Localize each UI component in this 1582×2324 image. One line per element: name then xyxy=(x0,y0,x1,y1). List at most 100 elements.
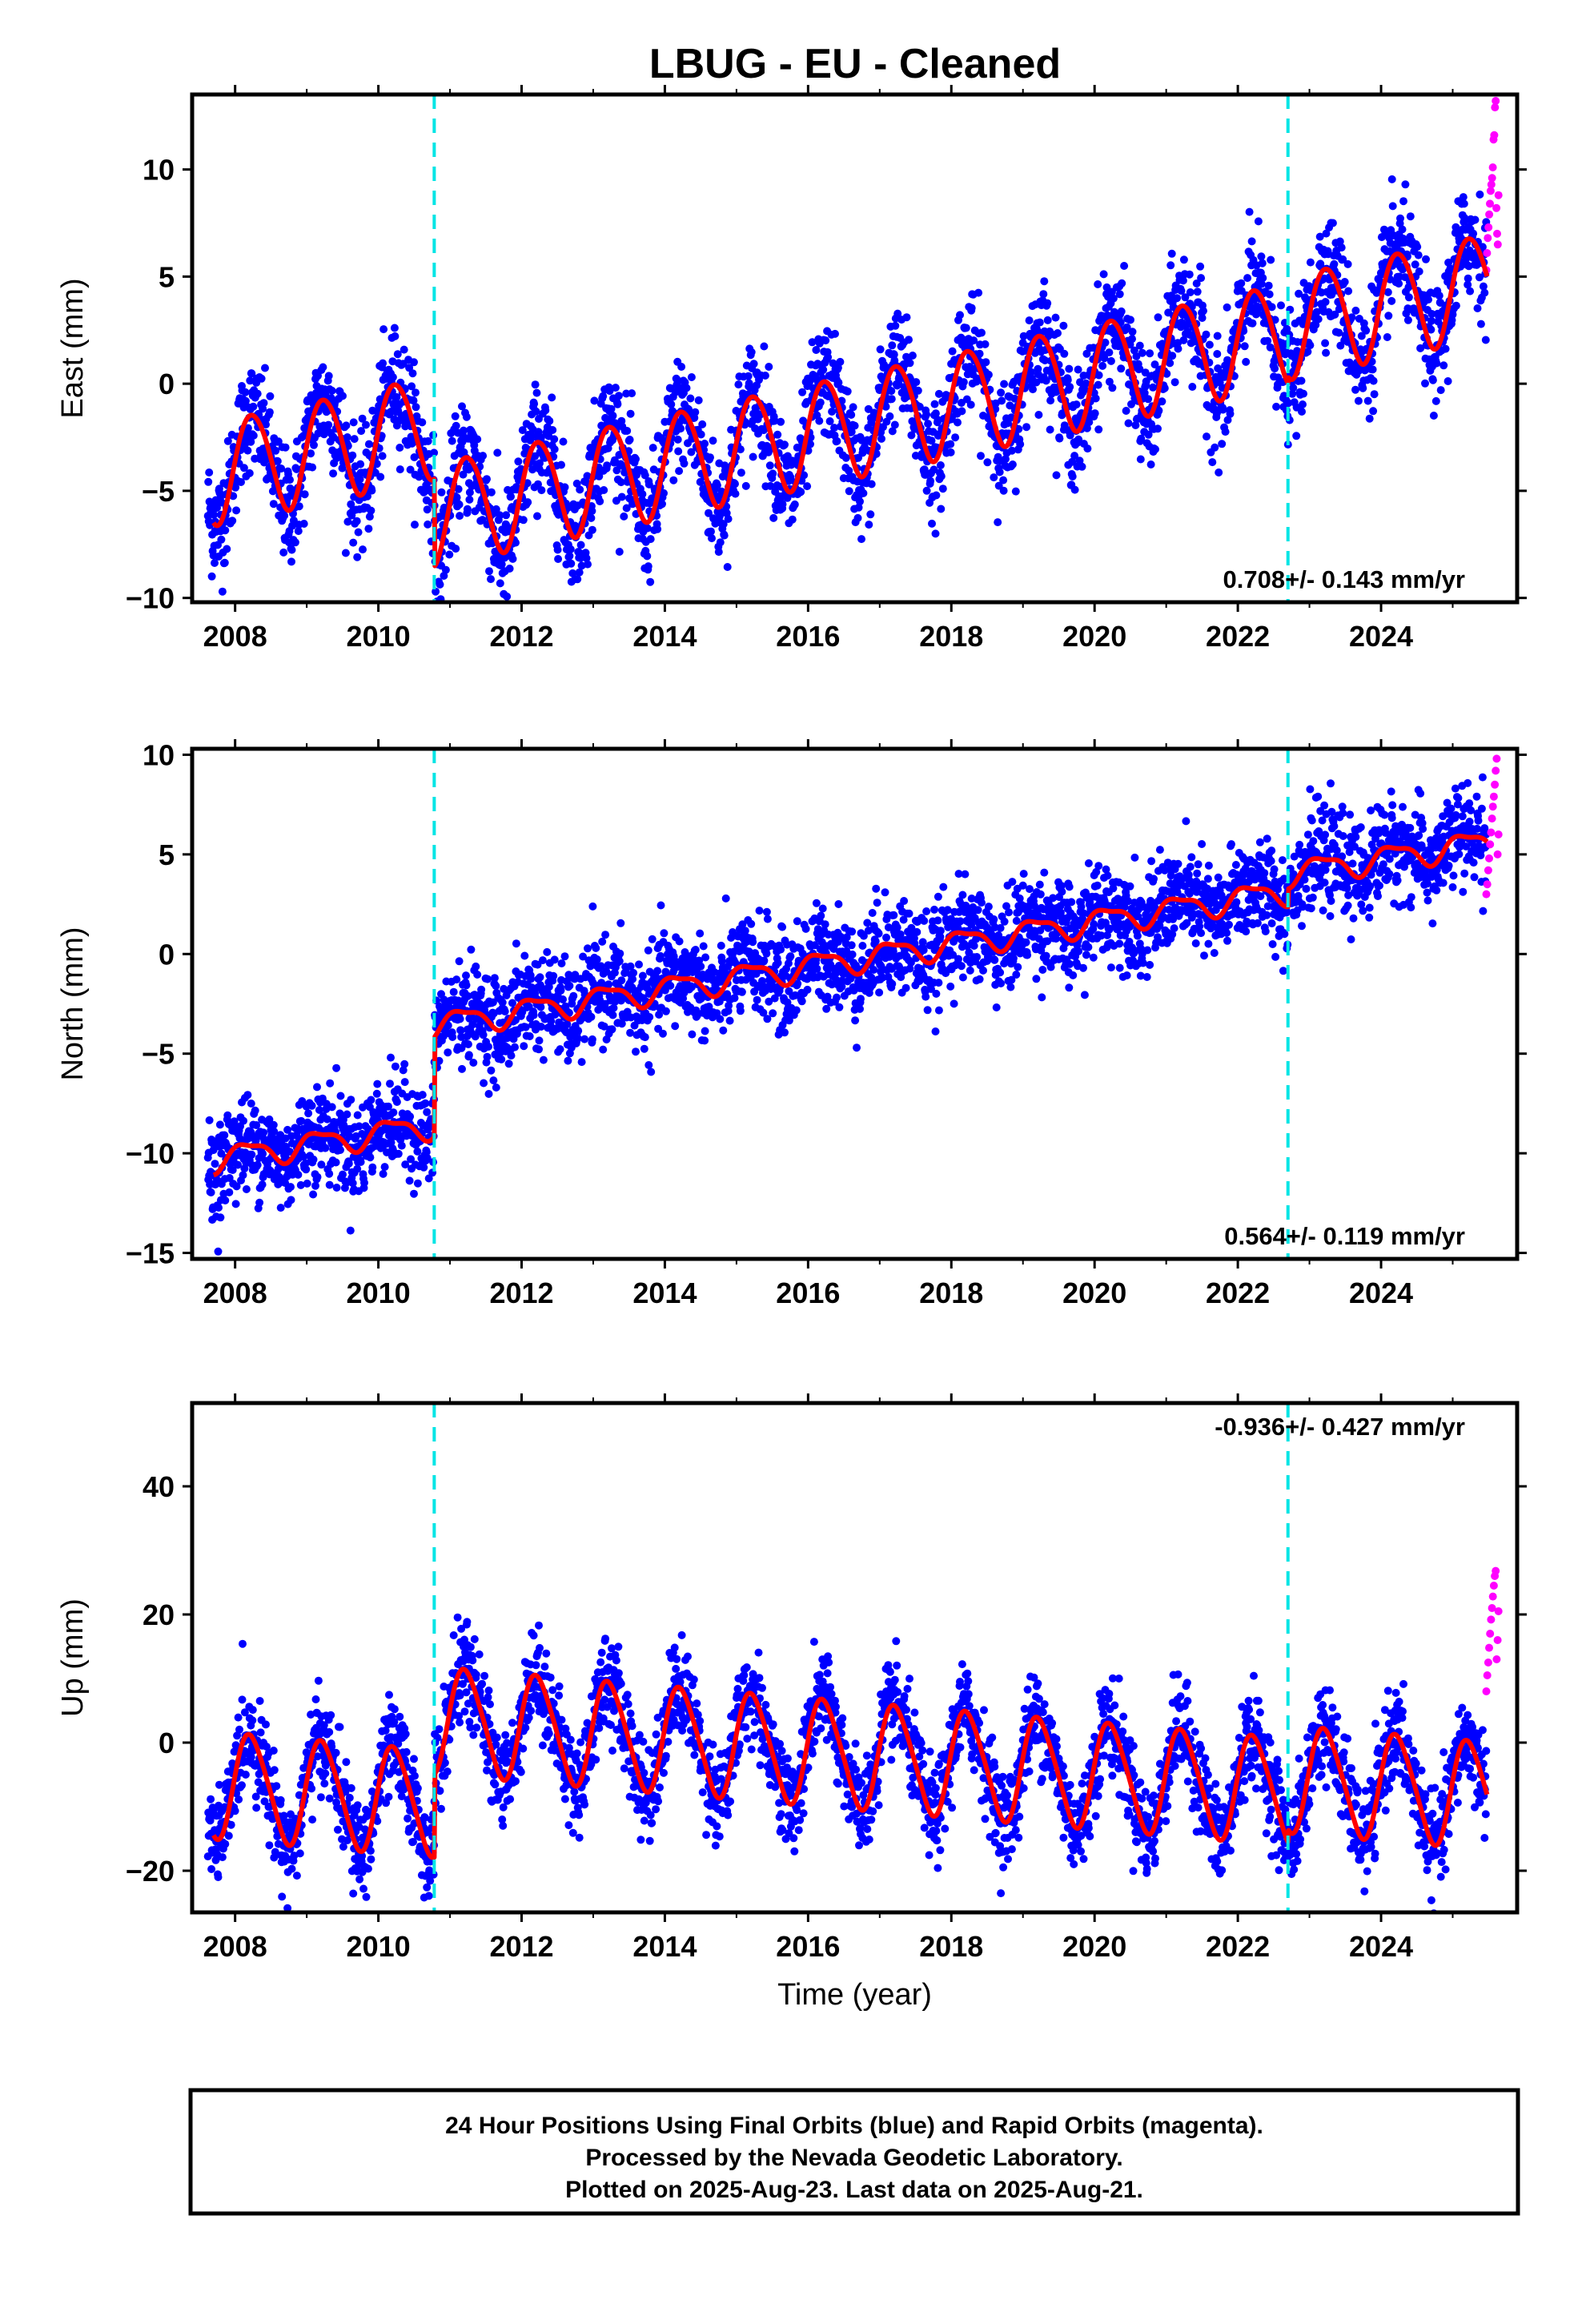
final-orbit-point xyxy=(225,1188,234,1196)
final-orbit-point xyxy=(761,372,769,380)
final-orbit-point xyxy=(1314,315,1323,324)
final-orbit-point xyxy=(1002,455,1010,464)
final-orbit-point xyxy=(1135,364,1144,373)
final-orbit-point xyxy=(835,1003,844,1011)
final-orbit-point xyxy=(356,1158,365,1166)
final-orbit-point xyxy=(614,392,623,400)
final-orbit-point xyxy=(1115,290,1124,299)
final-orbit-point xyxy=(1237,279,1246,287)
final-orbit-point xyxy=(640,1044,648,1053)
final-orbit-point xyxy=(406,1112,415,1121)
final-orbit-point xyxy=(497,560,506,569)
final-orbit-point xyxy=(890,420,899,429)
final-orbit-point xyxy=(828,408,837,416)
final-orbit-point xyxy=(532,407,540,416)
final-orbit-point xyxy=(412,403,420,412)
final-orbit-point xyxy=(500,1007,509,1015)
final-orbit-point xyxy=(1387,175,1396,183)
final-orbit-point xyxy=(1330,259,1339,268)
final-orbit-point xyxy=(623,427,632,435)
final-orbit-point xyxy=(1080,385,1089,394)
final-orbit-point xyxy=(1415,267,1423,275)
final-orbit-point xyxy=(223,545,231,553)
final-orbit-point xyxy=(207,572,216,581)
final-orbit-point xyxy=(269,500,278,509)
final-orbit-point xyxy=(888,427,897,436)
final-orbit-point xyxy=(616,919,625,927)
final-orbit-point xyxy=(1072,400,1081,409)
final-orbit-point xyxy=(616,949,624,958)
final-orbit-point xyxy=(1083,444,1092,453)
final-orbit-point xyxy=(881,402,890,411)
final-orbit-point xyxy=(310,440,318,449)
final-orbit-point xyxy=(309,1155,318,1164)
final-orbit-point xyxy=(295,502,303,511)
final-orbit-point xyxy=(640,1033,649,1042)
final-orbit-point xyxy=(924,420,933,428)
final-orbit-point xyxy=(867,418,876,427)
rapid-orbit-point xyxy=(1484,234,1492,243)
final-orbit-point xyxy=(1401,180,1410,189)
final-orbit-point xyxy=(1126,316,1134,324)
final-orbit-point xyxy=(1124,419,1133,428)
final-orbit-point xyxy=(324,420,333,429)
final-orbit-point xyxy=(353,1111,362,1120)
final-orbit-point xyxy=(492,1084,500,1092)
final-orbit-point xyxy=(1257,252,1266,261)
final-orbit-point xyxy=(436,580,444,589)
final-orbit-point xyxy=(1082,424,1091,432)
final-orbit-point xyxy=(505,565,514,573)
final-orbit-point xyxy=(966,400,975,409)
final-orbit-point xyxy=(358,414,367,423)
final-orbit-point xyxy=(1185,270,1194,279)
final-orbit-point xyxy=(325,1180,334,1189)
final-orbit-point xyxy=(1383,287,1392,296)
final-orbit-point xyxy=(400,345,408,354)
final-orbit-point xyxy=(1174,344,1182,353)
final-orbit-point xyxy=(613,400,622,408)
final-orbit-point xyxy=(1011,487,1020,496)
final-orbit-point xyxy=(646,535,655,544)
final-orbit-point xyxy=(460,426,468,435)
final-orbit-point xyxy=(603,461,612,470)
final-orbit-point xyxy=(934,416,942,424)
final-orbit-point xyxy=(412,388,420,397)
final-orbit-point xyxy=(220,558,229,567)
final-orbit-point xyxy=(866,510,875,519)
final-orbit-point xyxy=(638,490,647,498)
final-orbit-point xyxy=(423,505,432,514)
final-orbit-point xyxy=(1428,376,1437,384)
final-orbit-point xyxy=(215,1120,224,1129)
final-orbit-point xyxy=(1075,456,1084,465)
final-orbit-point xyxy=(342,421,351,430)
final-orbit-point xyxy=(394,1149,403,1158)
final-orbit-point xyxy=(432,587,440,596)
final-orbit-point xyxy=(800,471,809,480)
final-orbit-point xyxy=(566,545,575,553)
final-orbit-point xyxy=(557,959,566,967)
final-orbit-point xyxy=(1105,348,1114,357)
final-orbit-point xyxy=(763,915,772,923)
final-orbit-point xyxy=(1052,471,1061,480)
final-orbit-point xyxy=(677,363,686,371)
final-orbit-point xyxy=(332,1063,341,1072)
final-orbit-point xyxy=(1247,237,1256,246)
final-orbit-point xyxy=(309,1190,318,1199)
final-orbit-point xyxy=(792,1006,801,1015)
final-orbit-point xyxy=(392,392,401,401)
final-orbit-point xyxy=(1196,262,1205,271)
final-orbit-point xyxy=(373,1080,382,1088)
final-orbit-point xyxy=(536,1003,545,1011)
final-orbit-point xyxy=(1267,255,1275,264)
final-orbit-point xyxy=(341,549,350,557)
final-orbit-point xyxy=(308,463,317,472)
final-orbit-point xyxy=(347,500,355,509)
final-orbit-point xyxy=(755,907,764,915)
final-orbit-point xyxy=(1223,416,1232,424)
final-orbit-point xyxy=(274,437,283,446)
final-orbit-point xyxy=(266,392,275,400)
final-orbit-point xyxy=(349,418,358,427)
final-orbit-point xyxy=(876,345,885,354)
final-orbit-point xyxy=(454,485,463,493)
final-orbit-point xyxy=(978,328,986,337)
